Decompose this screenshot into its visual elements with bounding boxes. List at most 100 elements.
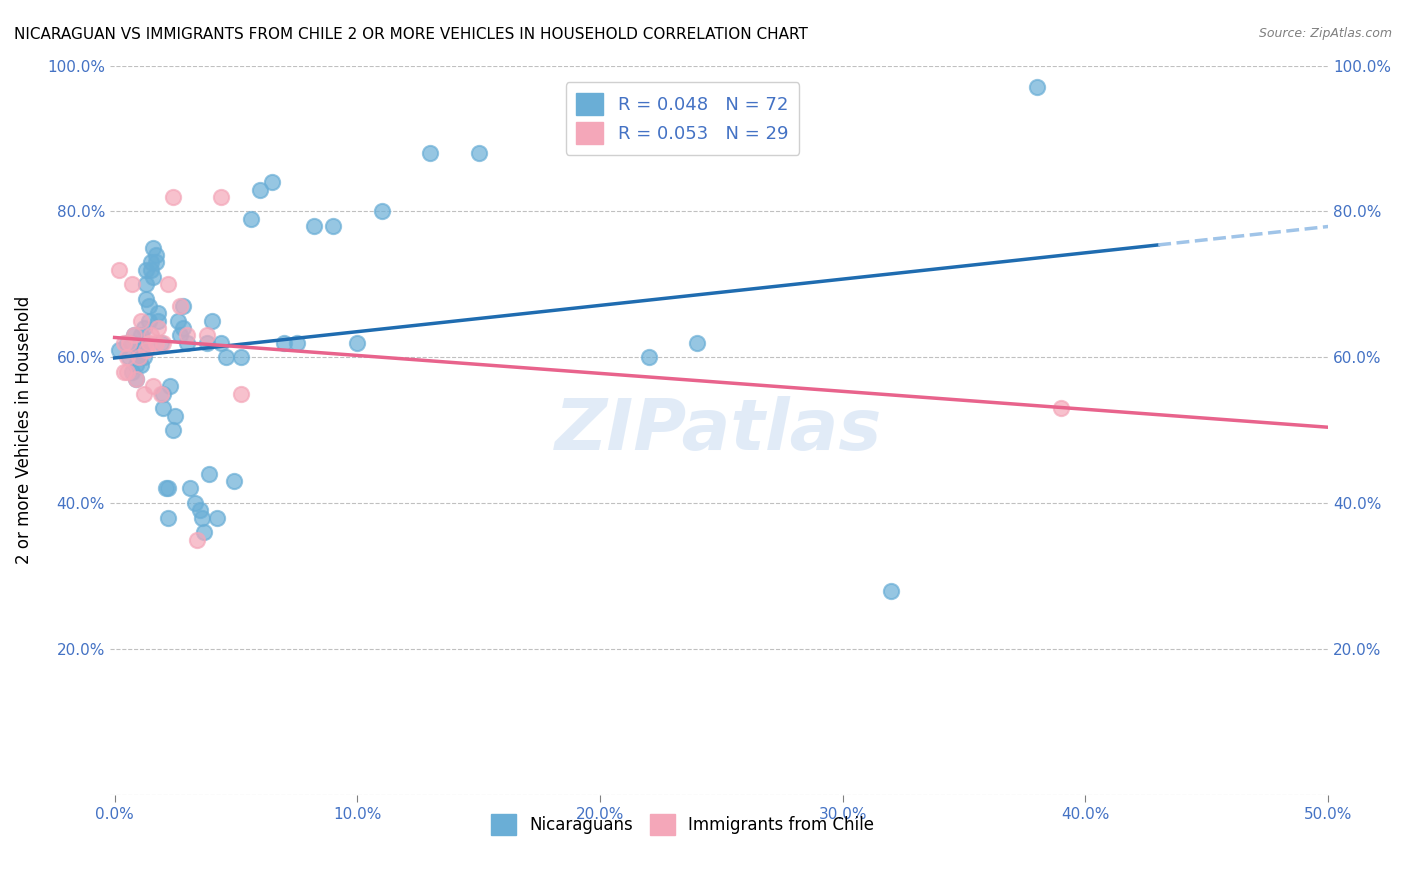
Point [145,255,167,269]
Point [193,525,215,540]
Point [229,350,252,364]
Point [125,358,148,372]
Point [118,350,141,364]
Legend: Nicaraguans, Immigrants from Chile: Nicaraguans, Immigrants from Chile [481,805,884,845]
Point [188,503,211,517]
Point [132,321,155,335]
Point [142,270,165,285]
Point [215,350,238,364]
Point [172,321,194,335]
Point [128,350,150,364]
Point [138,314,160,328]
Point [201,314,224,328]
Point [467,146,489,161]
Point [122,328,145,343]
Point [169,328,191,343]
Point [198,467,221,481]
Point [191,510,214,524]
Point [229,386,252,401]
Point [135,292,157,306]
Point [128,343,150,357]
Point [222,474,245,488]
Point [176,328,198,343]
Text: ZIPatlas: ZIPatlas [555,396,883,465]
Point [148,306,170,320]
Point [149,335,172,350]
Point [129,328,152,343]
Point [209,335,232,350]
Point [121,365,143,379]
Point [209,190,232,204]
Point [346,335,368,350]
Point [195,335,218,350]
Point [156,277,179,292]
Point [118,335,141,350]
Point [108,262,131,277]
Text: NICARAGUAN VS IMMIGRANTS FROM CHILE 2 OR MORE VEHICLES IN HOUSEHOLD CORRELATION : NICARAGUAN VS IMMIGRANTS FROM CHILE 2 OR… [14,27,808,42]
Text: Source: ZipAtlas.com: Source: ZipAtlas.com [1258,27,1392,40]
Point [132,335,155,350]
Point [686,335,709,350]
Point [195,328,218,343]
Point [128,350,150,364]
Point [239,211,262,226]
Point [121,277,143,292]
Point [148,314,170,328]
Point [1050,401,1073,416]
Point [165,409,187,423]
Point [302,219,325,233]
Point [183,496,205,510]
Point [108,343,131,357]
Point [176,335,198,350]
Point [129,358,152,372]
Point [152,335,174,350]
Point [148,321,170,335]
Point [152,386,174,401]
Point [138,335,160,350]
Point [285,335,308,350]
Point [135,277,157,292]
Point [129,314,152,328]
Point [149,386,172,401]
Point [419,146,441,161]
Point [186,533,208,547]
Point [129,343,152,357]
Point [112,335,135,350]
Point [115,365,138,379]
Point [139,255,162,269]
Point [166,314,188,328]
Point [249,182,271,196]
Point [162,190,184,204]
Point [880,583,903,598]
Point [179,482,201,496]
Point [172,299,194,313]
Point [262,175,284,189]
Point [125,372,148,386]
Point [115,335,138,350]
Point [115,350,138,364]
Point [637,350,659,364]
Point [159,379,181,393]
Point [1025,80,1047,95]
Y-axis label: 2 or more Vehicles in Household: 2 or more Vehicles in Household [15,296,32,565]
Point [132,386,155,401]
Point [138,299,160,313]
Point [156,510,179,524]
Point [162,423,184,437]
Point [156,482,179,496]
Point [112,365,135,379]
Point [132,350,155,364]
Point [273,335,295,350]
Point [169,299,191,313]
Point [152,401,174,416]
Point [205,510,228,524]
Point [145,248,167,262]
Point [145,335,167,350]
Point [142,241,165,255]
Point [125,372,148,386]
Point [322,219,344,233]
Point [370,204,392,219]
Point [155,482,177,496]
Point [139,262,162,277]
Point [139,328,162,343]
